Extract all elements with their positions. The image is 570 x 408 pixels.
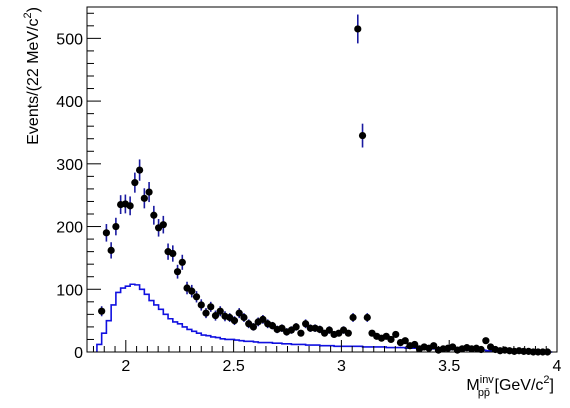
data-point (401, 337, 409, 345)
data-point (249, 323, 258, 331)
data-point (363, 313, 371, 322)
data-point (188, 287, 196, 295)
plot-frame (86, 6, 558, 353)
tick-label-layer: 0 100 200 300 400 500 2 2.5 3 3.5 4 (56, 31, 561, 375)
data-point (297, 329, 305, 337)
data-point (216, 307, 224, 315)
y-axis-label: Events/(22 MeV/c2) (22, 7, 42, 145)
data-point (392, 330, 400, 339)
data-point (140, 194, 148, 202)
data-point (173, 268, 182, 276)
y-tick-label: 100 (56, 282, 83, 299)
x-tick-label: 3.5 (438, 358, 460, 375)
data-point (259, 315, 267, 323)
data-point (150, 211, 158, 219)
data-point (112, 222, 120, 231)
data-point (126, 202, 134, 210)
x-axis-label: Minv pp̄ [GeV/c2] (466, 374, 554, 399)
data-point (482, 337, 490, 345)
data-point (230, 317, 239, 325)
y-tick-label: 400 (56, 94, 83, 111)
y-tick-label: 0 (74, 345, 83, 362)
data-point (159, 221, 167, 229)
x-tick-label: 4 (553, 358, 562, 375)
error-bar-layer (100, 14, 530, 352)
data-point (292, 323, 300, 331)
data-point (145, 188, 153, 196)
data-point (349, 313, 357, 322)
data-point (169, 249, 177, 258)
data-point (240, 313, 248, 322)
data-point (192, 293, 201, 301)
data-point (202, 309, 210, 317)
data-point (107, 246, 115, 254)
tick-layer (87, 12, 558, 353)
data-point (358, 131, 367, 140)
data-point (131, 179, 139, 187)
x-tick-label: 2 (121, 358, 130, 375)
data-point (197, 301, 205, 309)
data-point (325, 326, 333, 334)
y-tick-label: 200 (56, 220, 83, 237)
y-tick-label: 500 (56, 31, 83, 48)
x-tick-label: 2.5 (222, 358, 244, 375)
data-point (354, 25, 362, 33)
data-point (102, 229, 111, 237)
y-tick-label: 300 (56, 157, 83, 174)
x-tick-label: 3 (337, 358, 346, 375)
data-point-layer (98, 25, 552, 356)
data-point (211, 312, 220, 320)
data-point (235, 309, 243, 317)
data-point (207, 303, 215, 311)
data-point (387, 335, 395, 344)
data-point (344, 329, 352, 337)
data-point (430, 342, 438, 350)
data-point (178, 258, 186, 266)
data-point (136, 166, 144, 174)
data-point (302, 320, 310, 328)
data-point (98, 307, 106, 315)
